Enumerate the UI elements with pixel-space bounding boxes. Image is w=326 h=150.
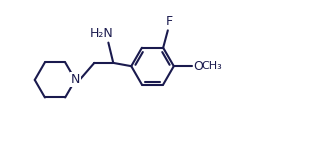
Text: H₂N: H₂N — [89, 27, 113, 40]
Text: N: N — [71, 73, 80, 86]
Text: CH₃: CH₃ — [201, 61, 222, 71]
Text: O: O — [193, 60, 203, 73]
Text: F: F — [166, 15, 173, 28]
